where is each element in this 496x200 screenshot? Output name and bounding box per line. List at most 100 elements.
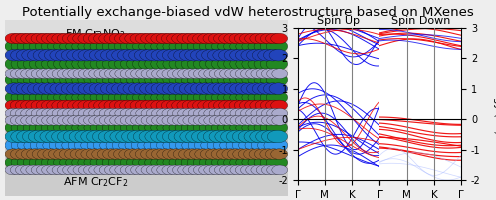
Circle shape [193, 156, 215, 169]
Circle shape [226, 138, 250, 153]
Circle shape [78, 69, 94, 79]
Circle shape [78, 165, 94, 175]
Circle shape [68, 115, 84, 125]
Circle shape [151, 73, 172, 87]
Circle shape [72, 83, 91, 94]
Circle shape [252, 83, 271, 94]
Circle shape [182, 100, 199, 111]
Circle shape [56, 83, 74, 94]
Circle shape [213, 138, 237, 153]
Circle shape [22, 49, 41, 61]
Circle shape [157, 91, 179, 104]
Circle shape [188, 108, 204, 118]
Circle shape [146, 108, 162, 118]
Circle shape [219, 33, 236, 44]
Circle shape [15, 69, 31, 79]
Circle shape [72, 91, 93, 104]
Circle shape [242, 121, 263, 134]
Circle shape [124, 149, 141, 159]
Circle shape [17, 57, 39, 71]
Circle shape [36, 165, 52, 175]
Circle shape [220, 108, 235, 118]
Circle shape [234, 100, 251, 111]
Circle shape [115, 100, 131, 111]
Circle shape [220, 115, 235, 125]
Circle shape [17, 156, 39, 169]
Circle shape [151, 115, 167, 125]
Circle shape [157, 49, 175, 61]
Circle shape [114, 40, 136, 53]
Circle shape [196, 83, 215, 94]
Circle shape [39, 83, 58, 94]
Circle shape [244, 130, 264, 143]
Circle shape [168, 149, 185, 159]
Circle shape [225, 115, 241, 125]
Circle shape [183, 165, 199, 175]
Circle shape [169, 121, 190, 134]
Circle shape [47, 33, 63, 44]
Circle shape [151, 130, 171, 143]
Circle shape [225, 165, 241, 175]
Circle shape [94, 33, 111, 44]
Circle shape [48, 149, 65, 159]
Circle shape [157, 138, 181, 153]
Circle shape [40, 130, 61, 143]
Circle shape [267, 115, 282, 125]
Circle shape [125, 33, 142, 44]
Circle shape [54, 73, 75, 87]
Circle shape [94, 165, 110, 175]
Circle shape [120, 100, 136, 111]
Circle shape [83, 115, 99, 125]
Circle shape [120, 165, 136, 175]
Circle shape [5, 138, 29, 153]
Circle shape [59, 149, 76, 159]
Circle shape [235, 108, 251, 118]
Circle shape [78, 121, 99, 134]
Circle shape [52, 130, 72, 143]
Circle shape [205, 40, 227, 53]
Circle shape [136, 115, 152, 125]
Circle shape [240, 33, 256, 44]
Circle shape [102, 57, 124, 71]
Circle shape [83, 100, 100, 111]
Circle shape [21, 100, 38, 111]
Circle shape [58, 69, 73, 79]
Circle shape [241, 69, 256, 79]
Circle shape [130, 33, 147, 44]
Circle shape [31, 69, 47, 79]
Circle shape [251, 69, 267, 79]
Circle shape [46, 130, 66, 143]
Circle shape [181, 91, 203, 104]
Circle shape [102, 156, 124, 169]
Circle shape [58, 108, 73, 118]
Circle shape [197, 130, 218, 143]
Circle shape [75, 149, 92, 159]
Circle shape [163, 91, 185, 104]
Circle shape [254, 156, 276, 169]
Circle shape [224, 91, 245, 104]
Circle shape [94, 69, 110, 79]
Circle shape [251, 165, 267, 175]
Circle shape [127, 130, 148, 143]
Circle shape [157, 121, 179, 134]
Circle shape [260, 57, 282, 71]
Circle shape [145, 57, 166, 71]
Circle shape [61, 49, 80, 61]
Circle shape [145, 130, 165, 143]
Circle shape [102, 40, 124, 53]
Circle shape [145, 73, 166, 87]
Circle shape [180, 130, 200, 143]
Circle shape [47, 108, 62, 118]
Circle shape [128, 83, 147, 94]
Circle shape [125, 69, 141, 79]
Circle shape [106, 138, 130, 153]
Circle shape [15, 165, 31, 175]
Circle shape [161, 33, 178, 44]
Circle shape [214, 165, 230, 175]
Circle shape [232, 130, 252, 143]
Circle shape [227, 130, 247, 143]
Circle shape [29, 156, 51, 169]
Circle shape [31, 115, 47, 125]
Circle shape [16, 49, 35, 61]
Circle shape [48, 57, 69, 71]
